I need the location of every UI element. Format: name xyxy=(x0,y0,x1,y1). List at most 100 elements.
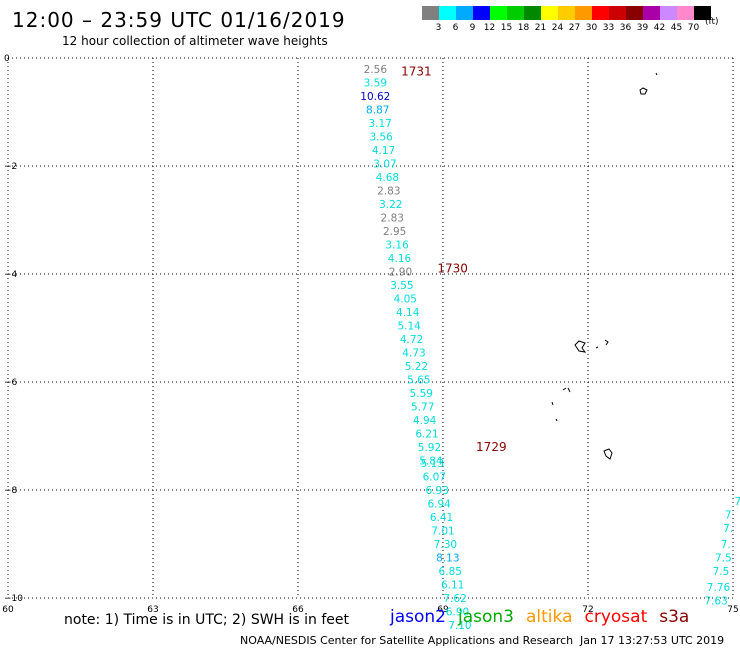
legend-swatch xyxy=(592,6,609,20)
footer-note: note: 1) Time is in UTC; 2) SWH is in fe… xyxy=(64,612,350,628)
wave-height-point: 2.90 xyxy=(389,266,412,278)
page-subtitle: 12 hour collection of altimeter wave hei… xyxy=(62,34,328,48)
legend-swatch xyxy=(473,6,490,20)
pass-time-label: 1729 xyxy=(476,440,507,454)
y-tick-label: −4 xyxy=(4,270,18,280)
wave-height-point: 4.68 xyxy=(376,172,399,184)
legend-swatch xyxy=(490,6,507,20)
wave-height-point: 4.16 xyxy=(388,253,412,265)
legend-swatch-label: 15 xyxy=(500,23,513,33)
legend-swatch-label: 27 xyxy=(568,23,581,33)
wave-height-point: 6.85 xyxy=(439,566,462,578)
wave-height-point: 3.56 xyxy=(369,131,393,143)
wave-height-point: 3.07 xyxy=(373,158,396,170)
legend-swatch-label: 36 xyxy=(619,23,632,33)
wave-height-point: 4.14 xyxy=(396,307,420,319)
satellite-legend: jason2 jason3 altika cryosat s3a xyxy=(390,607,701,627)
legend-swatch-label: 3 xyxy=(435,23,442,33)
wave-height-point: 5.84 xyxy=(419,455,443,467)
wave-height-point-edge: 7.5 xyxy=(715,553,732,565)
wave-height-point: 4.94 xyxy=(413,415,437,427)
legend-swatch xyxy=(524,6,541,20)
y-tick-label: −10 xyxy=(4,594,23,604)
satellite-label: jason3 xyxy=(458,607,514,627)
legend-swatch-label: 45 xyxy=(670,23,683,33)
legend-swatch xyxy=(422,6,439,20)
coastline xyxy=(562,387,567,391)
legend-swatch xyxy=(558,6,575,20)
wave-height-point: 3.22 xyxy=(379,199,402,211)
wave-height-point: 7.10 xyxy=(448,620,471,632)
legend-swatch-label: 18 xyxy=(517,23,530,33)
coastline xyxy=(595,346,599,349)
wave-height-point: 4.73 xyxy=(402,347,425,359)
x-tick-label: 75 xyxy=(727,605,738,615)
wave-height-point: 8.13 xyxy=(436,553,459,565)
legend-swatch-label: 21 xyxy=(534,23,547,33)
wave-height-point: 2.83 xyxy=(381,212,404,224)
pass-time-label: 1730 xyxy=(437,262,468,276)
wave-height-point: 2.56 xyxy=(364,64,388,76)
wave-height-point-edge: 7. xyxy=(723,523,733,535)
wave-height-point-edge: 7.76 xyxy=(707,582,731,594)
legend-swatch xyxy=(626,6,643,20)
x-tick-label: 69 xyxy=(437,605,449,615)
wave-height-point: 5.22 xyxy=(405,361,428,373)
wave-height-point: 5.77 xyxy=(411,401,434,413)
legend-swatch xyxy=(439,6,456,20)
wave-height-point: 7.62 xyxy=(443,593,466,605)
wave-height-point: 5.14 xyxy=(397,320,421,332)
y-tick-label: −8 xyxy=(4,486,18,496)
coastline xyxy=(603,448,613,460)
coastline xyxy=(639,87,648,95)
legend-swatch xyxy=(643,6,660,20)
legend-swatch xyxy=(541,6,558,20)
coastline xyxy=(555,418,558,422)
legend-swatch-label: 70 xyxy=(687,23,700,33)
legend-swatch xyxy=(694,6,711,20)
wave-height-point: 3.16 xyxy=(385,239,409,251)
wave-height-point: 6.41 xyxy=(430,512,453,524)
wave-height-point: 10.62 xyxy=(360,91,390,103)
wave-height-point: 7.30 xyxy=(434,539,457,551)
wave-height-point: 6.90 xyxy=(446,607,469,619)
coastline xyxy=(567,387,571,393)
wave-height-point-edge: 7 xyxy=(725,509,732,521)
y-tick-label: −6 xyxy=(4,378,18,388)
wave-height-point: 4.72 xyxy=(400,334,423,346)
legend-swatch xyxy=(677,6,694,20)
wave-height-point-edge: 7. xyxy=(721,539,731,551)
x-tick-label: 66 xyxy=(292,605,304,615)
coastline xyxy=(574,340,587,353)
wave-height-point: 3.55 xyxy=(390,280,413,292)
x-tick-label: 72 xyxy=(582,605,593,615)
wave-height-point-edge: 7 xyxy=(734,496,740,508)
legend-swatch-label: 12 xyxy=(483,23,496,33)
wave-height-point: 8.87 xyxy=(366,104,389,116)
legend-swatch-label: 39 xyxy=(636,23,649,33)
legend-swatch-label: 30 xyxy=(585,23,598,33)
legend-swatch xyxy=(507,6,524,20)
coastline xyxy=(655,72,658,76)
legend-swatch xyxy=(456,6,473,20)
wave-height-point: 6.21 xyxy=(415,428,438,440)
x-tick-label: 60 xyxy=(2,605,14,615)
legend-swatch-label: 33 xyxy=(602,23,615,33)
wave-height-point: 6.07 xyxy=(423,472,446,484)
legend-swatch-label: 42 xyxy=(653,23,666,33)
wave-height-point: 4.05 xyxy=(394,293,417,305)
legend-swatch-label: 24 xyxy=(551,23,564,33)
pass-time-label: 1731 xyxy=(401,65,432,79)
legend-swatch xyxy=(575,6,592,20)
legend-swatch-label: 9 xyxy=(469,23,476,33)
wave-height-point: 2.95 xyxy=(383,226,406,238)
wave-height-point: 5.65 xyxy=(407,374,430,386)
wave-height-point-edge: 7.5 xyxy=(713,566,730,578)
y-tick-label: 0 xyxy=(4,54,10,64)
wave-height-point: 6.11 xyxy=(441,580,464,592)
page-title: 12:00 – 23:59 UTC 01/16/2019 xyxy=(12,8,346,32)
wave-height-point: 5.92 xyxy=(418,442,441,454)
legend-swatch xyxy=(609,6,626,20)
satellite-label: jason2 xyxy=(390,607,446,627)
